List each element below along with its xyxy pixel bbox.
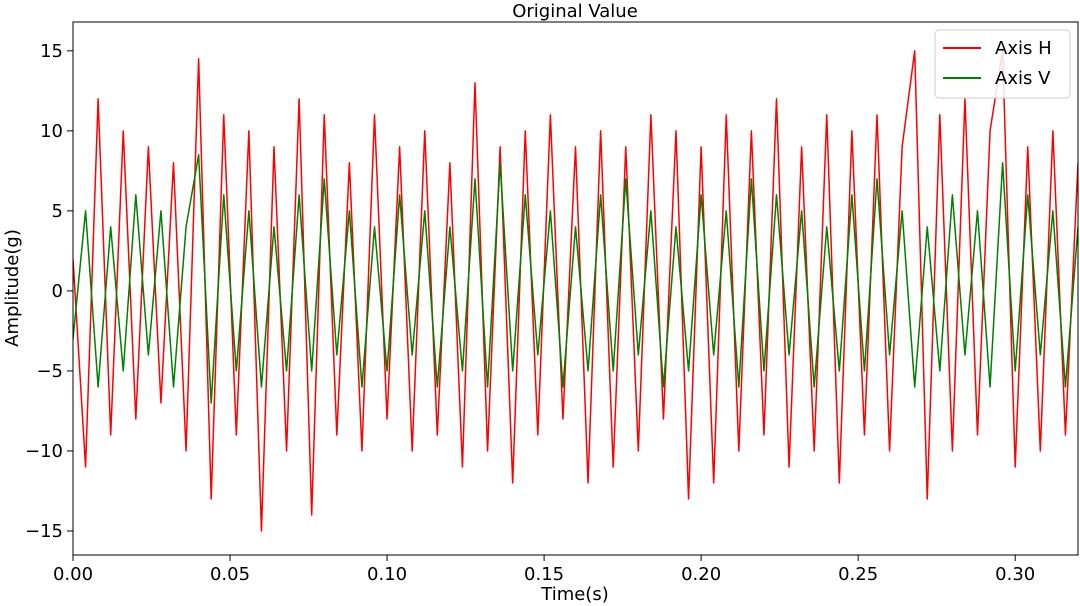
plot-frame [72, 21, 1079, 556]
x-tick-label: 0.05 [210, 564, 250, 585]
x-tick-label: 0.25 [838, 564, 878, 585]
y-tick-label: 5 [52, 201, 63, 222]
x-tick-label: 0.30 [995, 564, 1035, 585]
legend-label: Axis H [995, 38, 1052, 59]
y-tick-label: 15 [40, 41, 63, 62]
y-axis-label: Amplitude(g) [2, 229, 23, 347]
y-tick-label: −15 [25, 521, 63, 542]
x-axis-label: Time(s) [540, 584, 608, 605]
legend-label: Axis V [995, 68, 1051, 89]
x-tick-label: 0.00 [53, 564, 93, 585]
x-tick-label: 0.10 [367, 564, 407, 585]
y-tick-label: 10 [40, 121, 63, 142]
series-line [73, 154, 1078, 404]
x-tick-label: 0.15 [524, 564, 564, 585]
series-line [73, 50, 1078, 532]
y-tick-label: 0 [52, 281, 63, 302]
x-tick-label: 0.20 [681, 564, 721, 585]
chart-title: Original Value [512, 1, 638, 22]
y-tick-label: −10 [25, 441, 63, 462]
y-tick-label: −5 [36, 361, 63, 382]
